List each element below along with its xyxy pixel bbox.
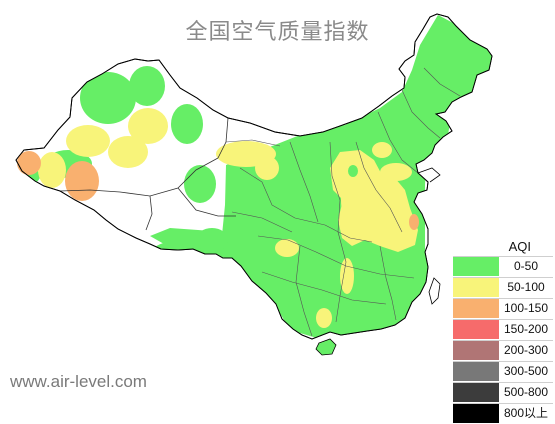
legend-swatch	[453, 362, 499, 381]
legend-label: 300-500	[503, 364, 549, 378]
legend-swatch	[453, 299, 499, 318]
aqi-zone-yellow-gansu2	[255, 156, 279, 180]
legend-label: 150-200	[503, 322, 549, 336]
aqi-zone-yellow-hebei	[372, 142, 392, 158]
map-title: 全国空气质量指数	[185, 20, 370, 45]
aqi-zone-yellow-xj4	[38, 152, 66, 188]
aqi-zone-yellow-sichuan	[275, 239, 299, 257]
province-boundaries	[225, 67, 461, 337]
legend-row: 800以上	[453, 403, 553, 424]
legend-swatch	[453, 404, 499, 423]
legend-row: 150-200	[453, 319, 553, 340]
aqi-zone-orange-xj	[65, 161, 99, 201]
aqi-zone-orange-jiangsu	[409, 214, 419, 230]
aqi-zone-yellow-shandong	[380, 163, 412, 181]
aqi-zone-yellow-central2	[341, 166, 385, 234]
legend-swatch	[453, 257, 499, 276]
coastline-detail	[417, 167, 441, 183]
legend-row: 0-50	[453, 256, 553, 277]
legend-label: 50-100	[507, 280, 545, 294]
legend-label: 800以上	[503, 406, 549, 420]
legend-label: 500-800	[503, 385, 549, 399]
region-boundaries	[59, 117, 236, 231]
hainan-island	[315, 338, 337, 356]
legend-row: 300-500	[453, 361, 553, 382]
legend-label: 200-300	[503, 343, 549, 357]
legend-row: 100-150	[453, 298, 553, 319]
china-border	[15, 13, 493, 340]
aqi-zone-green-sw3	[196, 228, 228, 252]
aqi-zone-yellow-guangxi	[316, 308, 332, 328]
aqi-zone-green-xj1	[80, 72, 136, 124]
aqi-zone-green-xj2	[129, 66, 165, 106]
legend-swatch	[453, 383, 499, 402]
site-watermark: www.air-level.com	[10, 372, 147, 391]
aqi-zone-green-dot	[348, 165, 358, 177]
taiwan-island	[428, 277, 441, 305]
legend-row: 500-800	[453, 382, 553, 403]
aqi-zone-green-xj4	[184, 165, 216, 203]
aqi-zone-orange-west	[17, 151, 41, 175]
aqi-legend: AQI 0-50 50-100 100-150 150-200 200-300 …	[453, 238, 553, 424]
legend-swatch	[453, 320, 499, 339]
legend-swatch	[453, 341, 499, 360]
legend-row: 200-300	[453, 340, 553, 361]
aqi-zone-yellow-xj3	[66, 125, 110, 157]
legend-row: 50-100	[453, 277, 553, 298]
legend-title: AQI	[508, 239, 531, 254]
aqi-zone-yellow-xj2	[108, 136, 148, 168]
legend-label: 100-150	[503, 301, 549, 315]
china-aqi-map	[15, 13, 493, 356]
aqi-zone-green-xj3	[171, 104, 203, 144]
aqi-zone-yellow-hunan	[340, 258, 354, 294]
aqi-zone-yellow-xj1	[128, 108, 168, 144]
legend-swatch	[453, 278, 499, 297]
legend-label: 0-50	[513, 259, 539, 273]
